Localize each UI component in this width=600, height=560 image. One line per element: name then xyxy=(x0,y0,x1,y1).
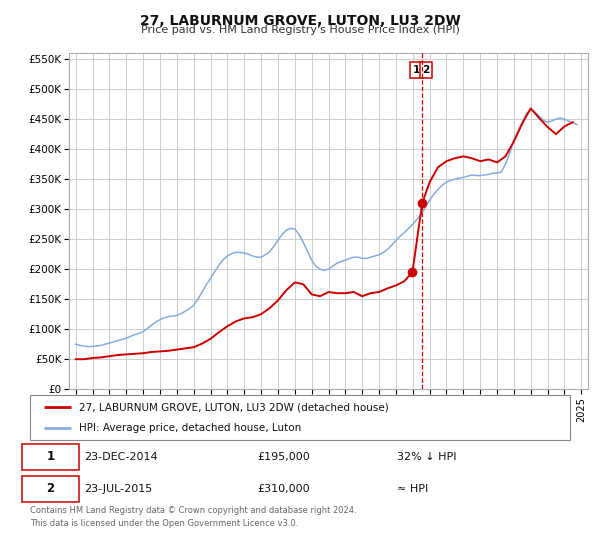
Text: 1: 1 xyxy=(46,450,55,464)
Text: HPI: Average price, detached house, Luton: HPI: Average price, detached house, Luto… xyxy=(79,423,301,433)
FancyBboxPatch shape xyxy=(22,476,79,502)
FancyBboxPatch shape xyxy=(22,444,79,470)
Text: £310,000: £310,000 xyxy=(257,484,310,494)
Text: £195,000: £195,000 xyxy=(257,452,310,462)
Text: 1: 1 xyxy=(413,65,420,75)
Text: This data is licensed under the Open Government Licence v3.0.: This data is licensed under the Open Gov… xyxy=(30,519,298,528)
Text: 23-DEC-2014: 23-DEC-2014 xyxy=(84,452,158,462)
Text: Price paid vs. HM Land Registry's House Price Index (HPI): Price paid vs. HM Land Registry's House … xyxy=(140,25,460,35)
Text: 27, LABURNUM GROVE, LUTON, LU3 2DW: 27, LABURNUM GROVE, LUTON, LU3 2DW xyxy=(140,14,460,28)
Text: 2: 2 xyxy=(46,482,55,496)
Text: Contains HM Land Registry data © Crown copyright and database right 2024.: Contains HM Land Registry data © Crown c… xyxy=(30,506,356,515)
Text: ≈ HPI: ≈ HPI xyxy=(397,484,428,494)
FancyBboxPatch shape xyxy=(30,395,570,440)
Text: 2: 2 xyxy=(422,65,430,75)
Text: 23-JUL-2015: 23-JUL-2015 xyxy=(84,484,152,494)
Text: 27, LABURNUM GROVE, LUTON, LU3 2DW (detached house): 27, LABURNUM GROVE, LUTON, LU3 2DW (deta… xyxy=(79,402,388,412)
Text: 32% ↓ HPI: 32% ↓ HPI xyxy=(397,452,457,462)
